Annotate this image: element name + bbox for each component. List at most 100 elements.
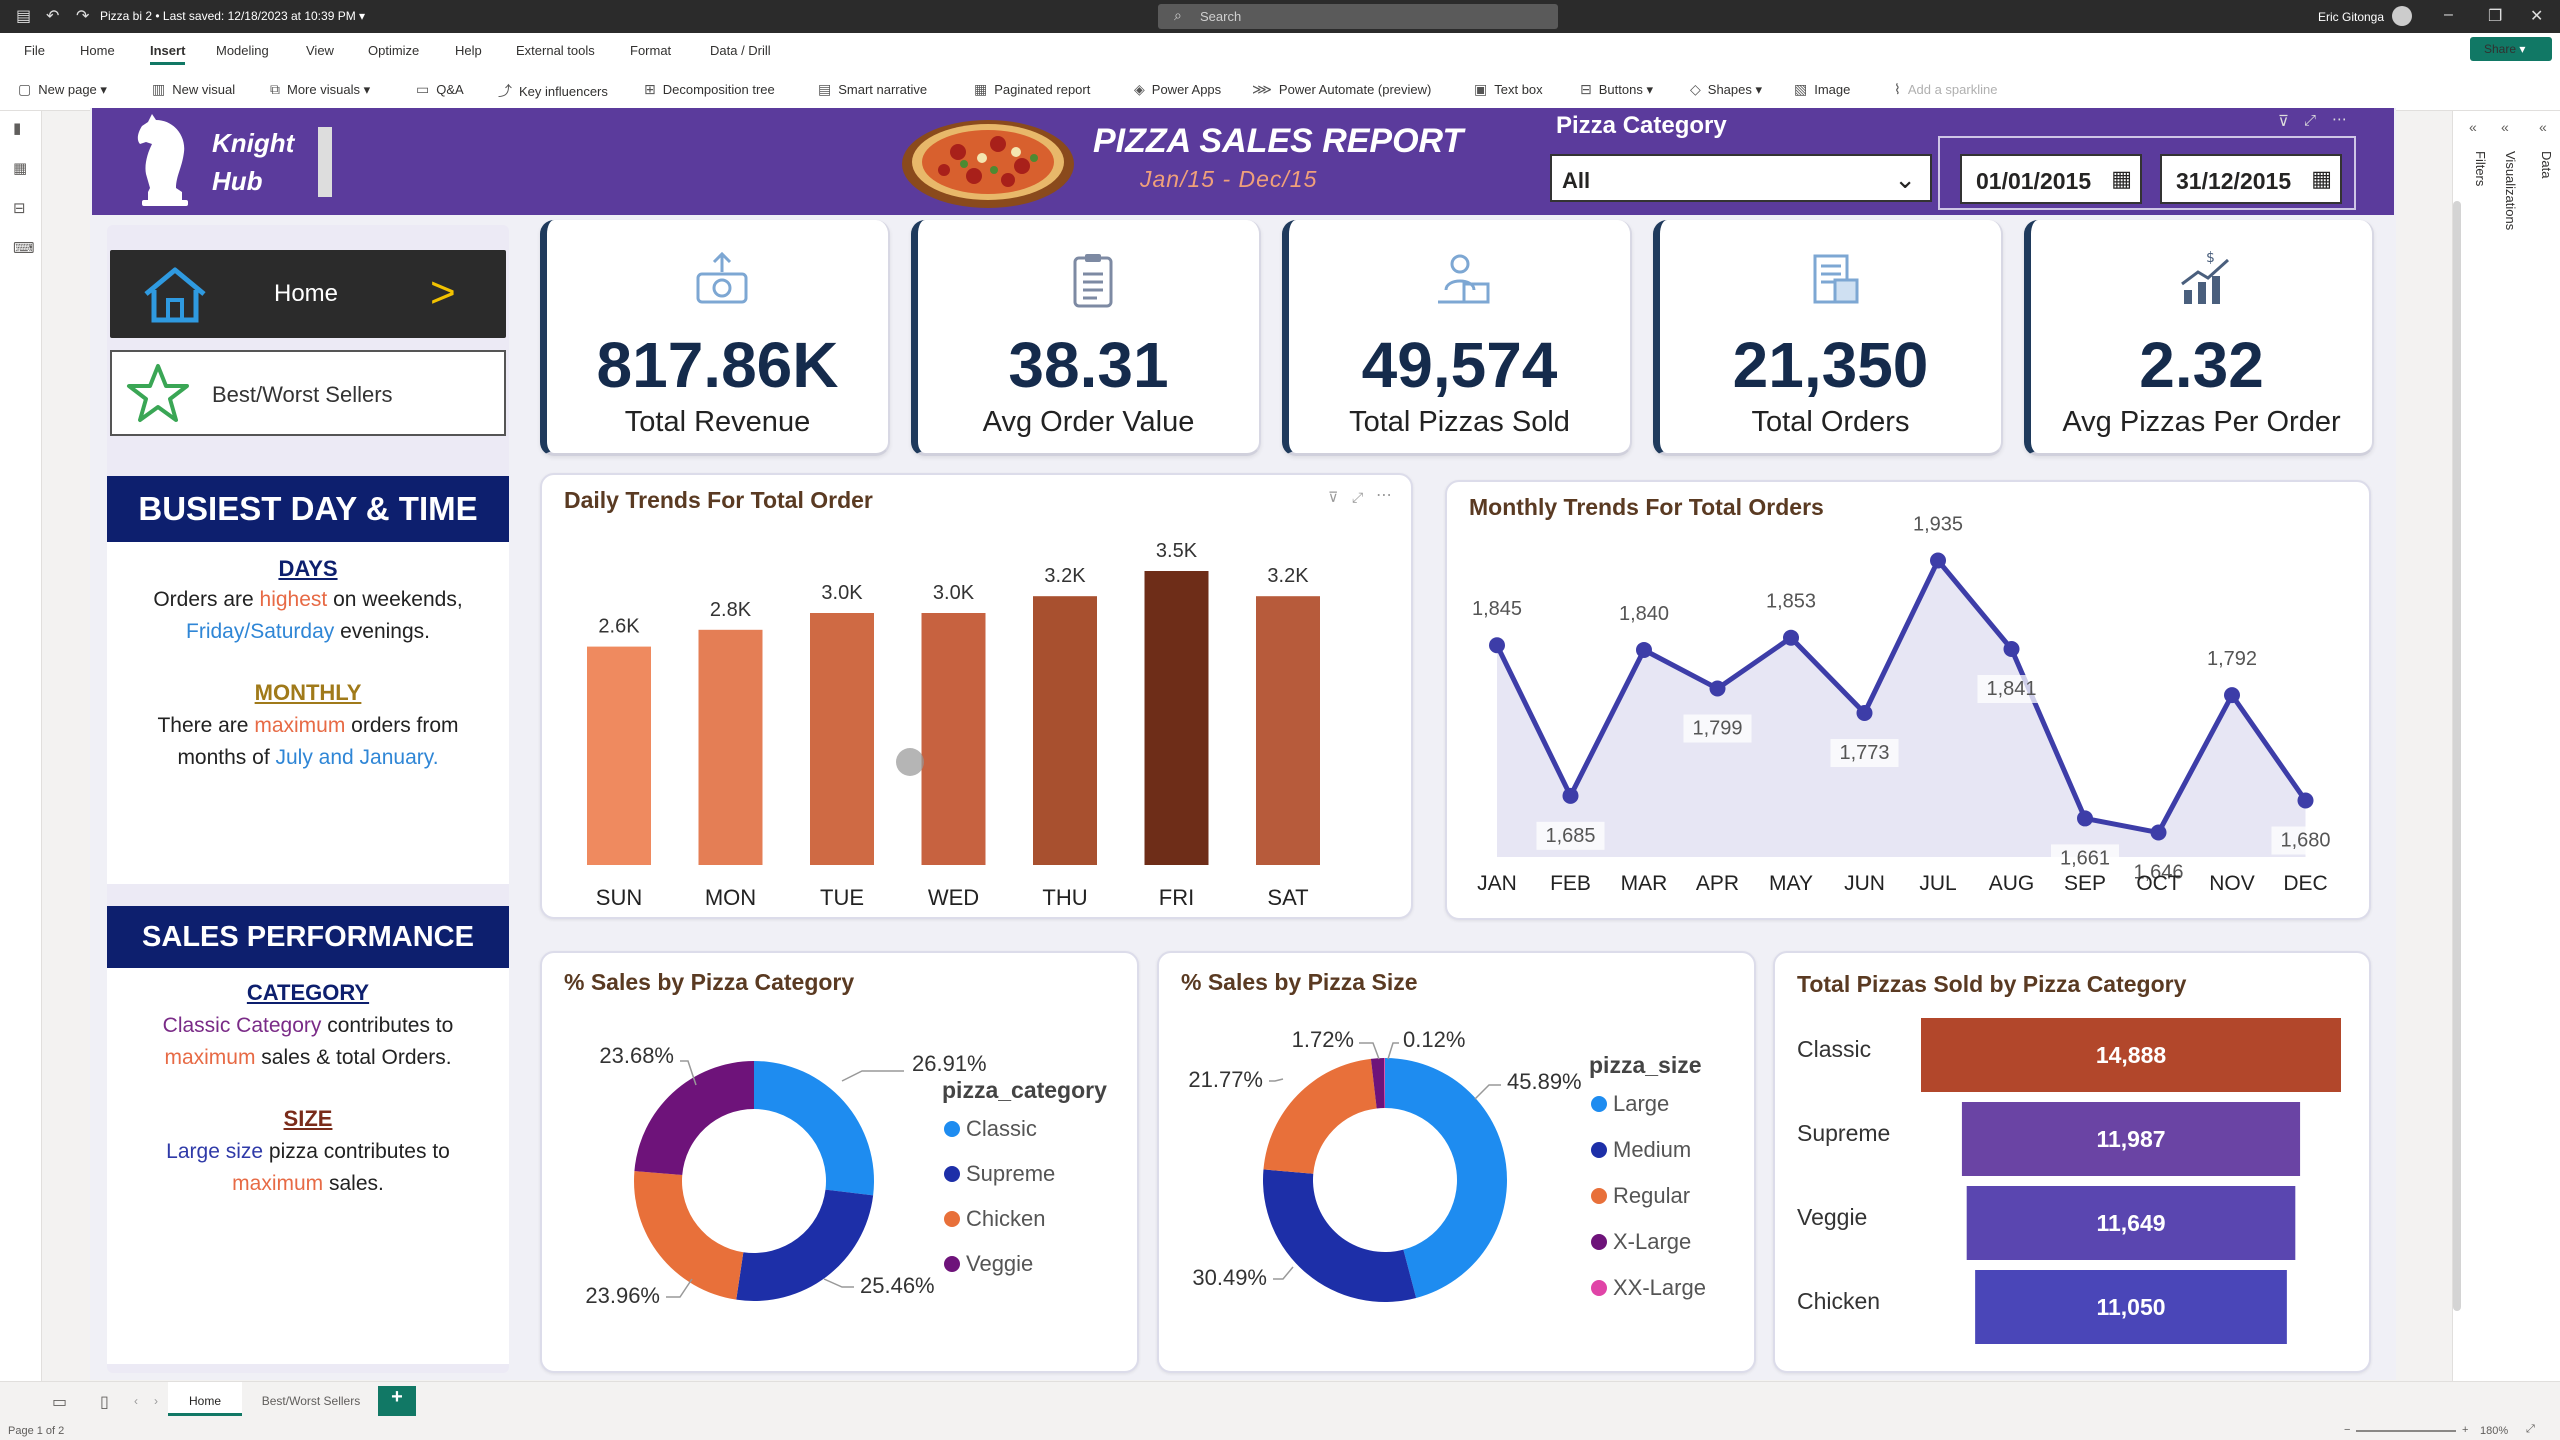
monthly-trends-card[interactable]: Monthly Trends For Total Orders 1,845 JAN… xyxy=(1445,480,2371,920)
collapse-data-icon[interactable]: « xyxy=(2539,119,2547,135)
point-nov[interactable] xyxy=(2224,687,2240,704)
legend-item[interactable]: X-Large xyxy=(1613,1229,1691,1254)
collapse-visualizations-icon[interactable]: « xyxy=(2501,119,2509,135)
menu-help[interactable]: Help xyxy=(455,43,482,58)
kpi-total-pizzas-sold[interactable]: 49,574 Total Pizzas Sold xyxy=(1282,220,1632,456)
point-jul[interactable] xyxy=(1930,552,1946,569)
funnel-bar-supreme[interactable] xyxy=(1961,1102,2301,1176)
smart-narrative-button[interactable]: ▤ Smart narrative xyxy=(818,81,928,97)
point-jun[interactable] xyxy=(1856,705,1873,721)
slice-classic[interactable] xyxy=(754,1061,874,1196)
focus-mode-icon[interactable]: ⤢ xyxy=(1352,489,1364,505)
legend-item[interactable]: Large xyxy=(1613,1091,1669,1116)
share-button[interactable]: Share ▾ xyxy=(2470,37,2552,61)
slice-chicken[interactable] xyxy=(634,1171,744,1300)
close-icon[interactable]: ✕ xyxy=(2530,8,2544,25)
prev-page-icon[interactable]: ‹ xyxy=(134,1394,138,1408)
menu-optimize[interactable]: Optimize xyxy=(368,43,420,58)
page-tab-best-worst[interactable]: Best/Worst Sellers xyxy=(261,1394,361,1408)
menu-home[interactable]: Home xyxy=(80,43,115,58)
search-input[interactable]: ⌕ Search xyxy=(1158,4,1558,29)
menu-view[interactable]: View xyxy=(306,43,334,58)
zoom-out-icon[interactable]: − xyxy=(2344,1424,2351,1436)
menu-file[interactable]: File xyxy=(24,43,45,58)
next-page-icon[interactable]: › xyxy=(154,1394,158,1408)
legend-item[interactable]: Chicken xyxy=(966,1206,1045,1231)
slice-regular[interactable] xyxy=(1263,1058,1377,1174)
focus-mode-icon[interactable]: ⤢ xyxy=(2304,112,2317,129)
power-apps-button[interactable]: ◈ Power Apps xyxy=(1134,81,1222,97)
calendar-icon[interactable]: ▦ xyxy=(2111,166,2132,191)
pizzas-by-category-card[interactable]: Total Pizzas Sold by Pizza Category 14,8… xyxy=(1773,951,2371,1373)
point-sep[interactable] xyxy=(2077,810,2093,827)
report-view-icon[interactable]: ▮ xyxy=(13,120,22,137)
menu-modeling[interactable]: Modeling xyxy=(216,43,269,58)
best-worst-nav-button[interactable]: Best/Worst Sellers xyxy=(110,350,506,436)
legend-item[interactable]: XX-Large xyxy=(1613,1275,1706,1300)
visualizations-pane-toggle[interactable]: Visualizations xyxy=(2503,151,2518,231)
slice-x-large[interactable] xyxy=(1370,1058,1385,1109)
calendar-icon[interactable]: ▦ xyxy=(2311,166,2332,191)
bar-wed[interactable] xyxy=(921,613,986,865)
point-dec[interactable] xyxy=(2297,792,2314,809)
category-dropdown[interactable]: All ⌄ xyxy=(1550,154,1932,202)
redo-icon[interactable]: ↷ xyxy=(76,8,90,25)
bar-sat[interactable] xyxy=(1256,596,1320,865)
bar-thu[interactable] xyxy=(1033,596,1097,865)
slice-large[interactable] xyxy=(1385,1058,1507,1298)
daily-trends-card[interactable]: Daily Trends For Total Order ⊽ ⤢ ⋯ 2.6K S… xyxy=(540,473,1413,919)
filter-icon[interactable]: ⊽ xyxy=(1328,489,1339,505)
menu-format[interactable]: Format xyxy=(630,43,672,58)
key-influencers-button[interactable]: ⤴ Key influencers xyxy=(498,83,608,99)
kpi-avg-pizzas-per-order[interactable]: $ 2.32 Avg Pizzas Per Order xyxy=(2024,220,2374,456)
size-share-card[interactable]: % Sales by Pizza Size 45.89% 30.49% 21.77%… xyxy=(1157,951,1756,1373)
filters-pane-toggle[interactable]: Filters xyxy=(2473,151,2488,187)
more-options-icon[interactable]: ⋯ xyxy=(1376,487,1392,504)
end-date-input[interactable]: 31/12/2015 ▦ xyxy=(2160,154,2342,204)
funnel-bar-chicken[interactable] xyxy=(1975,1270,2287,1344)
more-options-icon[interactable]: ⋯ xyxy=(2332,111,2347,128)
page-tab-home[interactable]: Home xyxy=(168,1382,242,1416)
menu-insert[interactable]: Insert xyxy=(150,43,186,65)
menu-data-drill[interactable]: Data / Drill xyxy=(710,43,771,58)
buttons-button[interactable]: ⊟ Buttons ▾ xyxy=(1580,81,1653,97)
bar-fri[interactable] xyxy=(1144,571,1209,865)
kpi-avg-order-value[interactable]: 38.31 Avg Order Value xyxy=(911,220,1261,456)
slice-veggie[interactable] xyxy=(634,1061,754,1176)
kpi-total-revenue[interactable]: 817.86K Total Revenue xyxy=(540,220,890,456)
point-feb[interactable] xyxy=(1562,787,1579,804)
add-sparkline-button[interactable]: ⌇ Add a sparkline xyxy=(1894,81,1998,97)
canvas-scrollbar[interactable] xyxy=(2453,201,2461,1311)
menu-external-tools[interactable]: External tools xyxy=(516,43,595,58)
point-oct[interactable] xyxy=(2150,824,2167,841)
bar-sun[interactable] xyxy=(587,646,651,865)
avatar[interactable] xyxy=(2392,6,2412,26)
funnel-bar-classic[interactable] xyxy=(1921,1018,2341,1092)
point-aug[interactable] xyxy=(2003,641,2020,657)
point-apr[interactable] xyxy=(1709,680,1726,697)
desktop-layout-icon[interactable]: ▭ xyxy=(52,1394,68,1411)
collapse-filters-icon[interactable]: « xyxy=(2469,119,2477,135)
decomposition-tree-button[interactable]: ⊞ Decomposition tree xyxy=(644,81,775,97)
slice-xx-large[interactable] xyxy=(1384,1058,1385,1109)
restore-icon[interactable]: ❐ xyxy=(2488,8,2503,25)
legend-item[interactable]: Veggie xyxy=(966,1251,1033,1276)
file-title[interactable]: Pizza bi 2 • Last saved: 12/18/2023 at 1… xyxy=(100,9,366,23)
text-box-button[interactable]: ▣ Text box xyxy=(1474,81,1543,97)
point-may[interactable] xyxy=(1783,629,1799,646)
paginated-report-button[interactable]: ▦ Paginated report xyxy=(974,81,1091,97)
legend-item[interactable]: Supreme xyxy=(966,1161,1055,1186)
slice-supreme[interactable] xyxy=(736,1189,874,1301)
legend-item[interactable]: Medium xyxy=(1613,1137,1691,1162)
qa-button[interactable]: ▭ Q&A xyxy=(416,81,464,97)
new-page-button[interactable]: ▢ New page ▾ xyxy=(18,81,107,97)
home-nav-button[interactable]: Home > xyxy=(110,250,506,338)
bar-tue[interactable] xyxy=(810,613,874,865)
start-date-input[interactable]: 01/01/2015 ▦ xyxy=(1960,154,2142,204)
bar-mon[interactable] xyxy=(698,629,763,865)
power-automate-button[interactable]: ⋙ Power Automate (preview) xyxy=(1252,81,1432,97)
funnel-bar-veggie[interactable] xyxy=(1966,1186,2296,1260)
category-share-card[interactable]: % Sales by Pizza Category 26.91% 25.46% 23… xyxy=(540,951,1139,1373)
more-visuals-button[interactable]: ⧉ More visuals ▾ xyxy=(270,81,371,97)
point-jan[interactable] xyxy=(1489,637,1505,654)
